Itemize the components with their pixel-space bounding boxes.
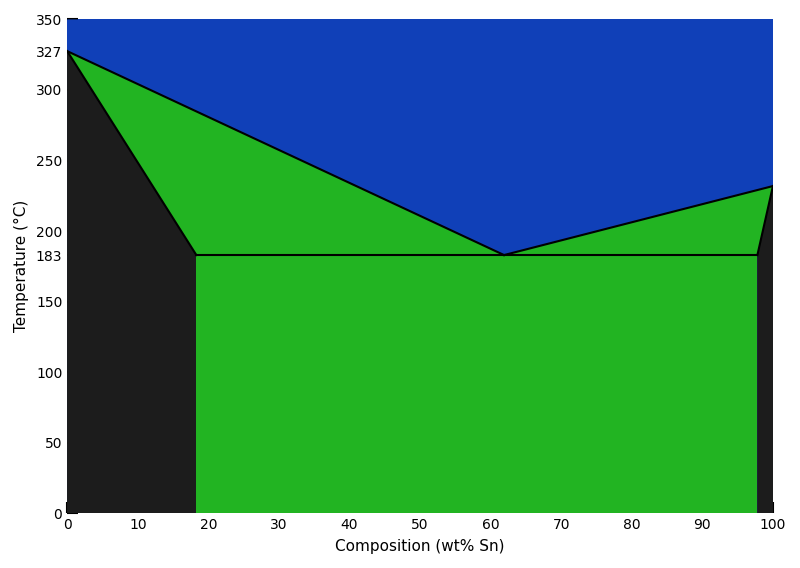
Polygon shape: [504, 186, 773, 255]
Polygon shape: [196, 255, 758, 513]
Polygon shape: [67, 51, 504, 255]
Polygon shape: [67, 51, 196, 513]
Polygon shape: [67, 19, 773, 255]
Y-axis label: Temperature (°C): Temperature (°C): [14, 201, 29, 332]
Polygon shape: [67, 51, 196, 513]
Polygon shape: [196, 255, 758, 513]
Polygon shape: [758, 186, 773, 513]
Polygon shape: [504, 186, 773, 255]
Polygon shape: [67, 51, 504, 255]
Polygon shape: [758, 186, 773, 513]
X-axis label: Composition (wt% Sn): Composition (wt% Sn): [335, 539, 505, 554]
